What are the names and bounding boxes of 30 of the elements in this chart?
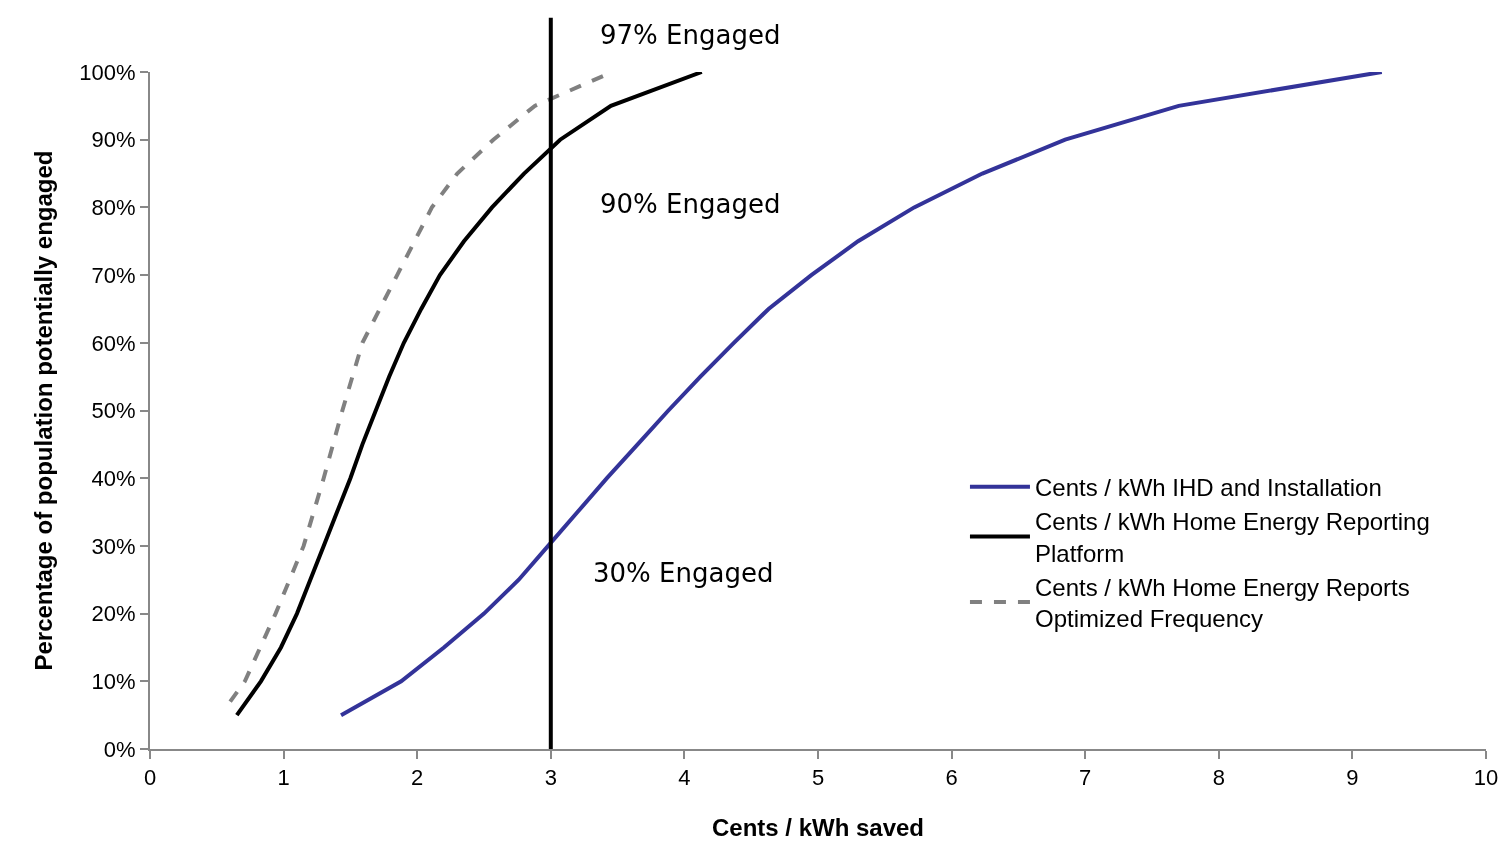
y-tick-label: 70% <box>91 262 136 288</box>
y-tick-label: 50% <box>91 398 136 424</box>
x-tick-label: 3 <box>544 765 557 791</box>
y-tick-label: 100% <box>79 59 136 85</box>
x-tick-label: 6 <box>945 765 958 791</box>
x-tick-label: 10 <box>1473 765 1499 791</box>
y-tick-label: 60% <box>91 330 136 356</box>
x-tick-label: 1 <box>277 765 290 791</box>
x-axis-title: Cents / kWh saved <box>711 814 925 842</box>
x-tick-label: 2 <box>411 765 424 791</box>
x-tick-label: 5 <box>811 765 825 791</box>
y-tick-label: 40% <box>91 465 136 491</box>
x-tick-label: 8 <box>1212 765 1225 791</box>
text: 97% Engaged <box>600 20 781 50</box>
legend-label: Cents / kWh IHD and Installation <box>1034 474 1382 502</box>
y-tick-label: 80% <box>91 195 136 221</box>
y-axis-title: Percentage of population potentially engaged <box>29 150 57 671</box>
x-tick-label: 4 <box>678 765 691 791</box>
legend-label: Cents / kWh Home Energy Reporting Platform <box>1034 508 1430 567</box>
y-tick-label: 0% <box>103 736 136 762</box>
annotation: 90% Engaged <box>600 189 781 219</box>
legend-label: Cents / kWh Home Energy Reports Optimized Frequency <box>1034 573 1410 632</box>
x-tick-label: 9 <box>1346 765 1359 791</box>
y-tick-label: 10% <box>91 669 136 694</box>
x-tick-label: 0 <box>143 765 157 791</box>
y-tick-label: 90% <box>91 127 136 153</box>
annotation: 30% Engaged <box>593 558 774 588</box>
y-tick-label: 20% <box>91 601 136 627</box>
y-tick-label: 30% <box>91 533 136 559</box>
x-tick-label: 7 <box>1079 765 1092 791</box>
